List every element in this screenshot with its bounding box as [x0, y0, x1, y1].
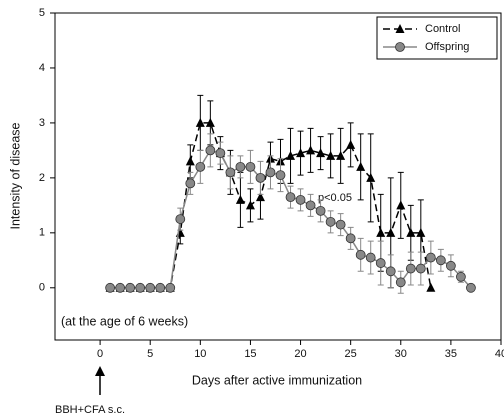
- y-tick-label: 3: [39, 117, 45, 129]
- x-tick-label: 5: [147, 348, 153, 360]
- point: [235, 161, 246, 172]
- point: [346, 139, 356, 149]
- y-axis-label: Intensity of disease: [8, 122, 22, 229]
- point: [245, 161, 256, 172]
- point: [405, 263, 416, 274]
- point: [376, 227, 386, 237]
- point: [115, 282, 126, 293]
- point: [396, 200, 406, 210]
- x-axis-label: Days after active immunization: [192, 373, 362, 387]
- point: [105, 282, 116, 293]
- point: [155, 282, 166, 293]
- y-tick-label: 2: [39, 172, 45, 184]
- point: [315, 205, 326, 216]
- plot-frame: [54, 12, 502, 341]
- point: [426, 282, 436, 292]
- point: [286, 150, 296, 160]
- point: [435, 255, 446, 266]
- point: [365, 252, 376, 263]
- legend-label: Offspring: [425, 41, 469, 53]
- point: [305, 200, 316, 211]
- point: [296, 148, 306, 158]
- point: [406, 227, 416, 237]
- point: [285, 192, 296, 203]
- point: [185, 178, 196, 189]
- point: [316, 148, 326, 158]
- point: [255, 172, 266, 183]
- point: [245, 200, 255, 210]
- point: [265, 167, 276, 178]
- point: [306, 145, 316, 155]
- x-tick-label: 0: [97, 348, 103, 360]
- point: [235, 194, 245, 204]
- point: [195, 161, 206, 172]
- legend-marker: [395, 42, 405, 52]
- point: [425, 252, 436, 263]
- point: [295, 194, 306, 205]
- y-tick-label: 1: [39, 227, 45, 239]
- point: [386, 227, 396, 237]
- point: [325, 216, 336, 227]
- arrow-head: [95, 366, 105, 376]
- point: [335, 219, 346, 230]
- point: [445, 260, 456, 271]
- point: [185, 156, 195, 166]
- point: [345, 233, 356, 244]
- annotation: BBH+CFA s.c.: [55, 404, 125, 416]
- legend-label: Control: [425, 23, 460, 35]
- point: [195, 117, 205, 127]
- point: [385, 266, 396, 277]
- point: [255, 192, 265, 202]
- y-tick-label: 0: [39, 282, 45, 294]
- point: [165, 282, 176, 293]
- point: [145, 282, 156, 293]
- point: [366, 172, 376, 182]
- point: [456, 271, 466, 282]
- legend-box: [376, 16, 498, 60]
- point: [205, 117, 215, 127]
- point: [356, 161, 366, 171]
- x-tick-label: 25: [345, 348, 357, 360]
- annotation: (at the age of 6 weeks): [61, 314, 188, 328]
- point: [415, 263, 426, 274]
- point: [275, 170, 286, 181]
- y-tick-label: 4: [39, 62, 45, 74]
- point: [466, 282, 476, 293]
- legend-marker: [395, 24, 405, 33]
- y-tick-label: 5: [39, 7, 45, 19]
- x-tick-label: 15: [244, 348, 256, 360]
- x-tick-label: 35: [445, 348, 457, 360]
- point: [225, 167, 236, 178]
- point: [175, 214, 186, 224]
- x-tick-label: 20: [294, 348, 306, 360]
- x-tick-label: 40: [495, 348, 504, 360]
- point: [205, 145, 216, 156]
- point: [395, 277, 406, 288]
- x-tick-label: 10: [194, 348, 206, 360]
- point: [135, 282, 146, 293]
- point: [355, 249, 366, 260]
- point: [375, 258, 386, 268]
- point: [336, 150, 346, 160]
- point: [326, 150, 336, 160]
- point: [416, 227, 426, 237]
- point: [215, 148, 226, 159]
- x-tick-label: 30: [395, 348, 407, 360]
- point: [125, 282, 136, 293]
- annotation: p<0.05: [318, 192, 352, 204]
